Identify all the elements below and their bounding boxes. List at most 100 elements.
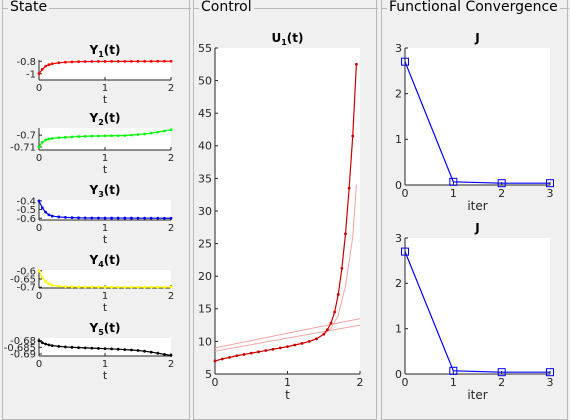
x-tick-label: 0 <box>402 187 409 200</box>
data-point <box>97 216 100 220</box>
data-point <box>40 275 44 279</box>
data-point <box>47 343 51 347</box>
data-point <box>136 133 140 136</box>
data-point <box>103 285 107 289</box>
data-point <box>116 285 120 289</box>
data-point <box>242 353 246 356</box>
y-tick-label: -0.71 <box>10 143 36 154</box>
data-point <box>449 177 458 186</box>
x-tick-label: 0 <box>36 223 42 234</box>
data-point <box>64 215 67 219</box>
data-point <box>130 216 133 220</box>
data-point <box>169 59 173 63</box>
data-point <box>123 59 127 63</box>
data-point <box>44 280 47 283</box>
data-point <box>322 332 326 336</box>
x-tick-label: 2 <box>498 376 505 389</box>
data-point <box>149 216 153 220</box>
x-axis-label: t <box>103 93 108 106</box>
data-point <box>83 134 87 138</box>
data-point <box>143 285 147 289</box>
data-point <box>344 232 347 236</box>
y-tick-label: 40 <box>198 140 212 153</box>
y-tick-label: 1 <box>395 133 402 146</box>
data-point <box>136 216 140 220</box>
data-point <box>50 62 54 66</box>
x-axis-label: t <box>103 369 108 382</box>
data-point <box>213 359 217 363</box>
data-point <box>300 341 304 345</box>
data-point <box>278 346 282 350</box>
data-point <box>143 216 147 220</box>
data-point <box>123 348 127 351</box>
x-tick-label: 0 <box>402 376 409 389</box>
data-point <box>497 179 506 188</box>
data-point <box>103 134 107 138</box>
data-point <box>70 345 74 349</box>
data-point <box>110 59 113 63</box>
x-tick-label: 2 <box>168 153 174 164</box>
convergence-panel-title: Functional Convergence <box>387 0 560 16</box>
data-point <box>77 216 80 220</box>
data-point <box>40 67 44 71</box>
data-point <box>401 57 409 66</box>
data-point <box>50 214 54 218</box>
chart-title: Y1(t) <box>89 43 121 59</box>
y-tick-label: -0.8 <box>16 57 36 68</box>
data-point <box>50 344 54 347</box>
data-point <box>257 350 260 354</box>
data-point <box>130 285 133 289</box>
data-point <box>47 282 51 286</box>
chart-title: Y2(t) <box>89 111 121 127</box>
data-point <box>44 210 47 214</box>
data-point <box>123 285 127 289</box>
x-tick-label: 2 <box>498 187 505 200</box>
data-point <box>116 216 120 220</box>
x-axis-label: t <box>103 233 108 246</box>
x-tick-label: 1 <box>284 376 291 389</box>
chart-title: J <box>474 31 479 45</box>
data-point <box>110 347 113 351</box>
chart-title: J <box>474 221 479 235</box>
data-point <box>70 216 74 220</box>
data-point <box>77 135 80 138</box>
y-tick-label: 50 <box>198 74 212 87</box>
series-line <box>404 61 550 184</box>
data-point <box>110 285 113 289</box>
plot-area <box>405 238 550 374</box>
y-tick-label: -0.5 <box>16 205 36 216</box>
data-point <box>271 347 275 351</box>
x-tick-label: 1 <box>450 187 457 200</box>
data-point <box>315 337 318 341</box>
y-tick-label: 35 <box>198 172 212 185</box>
x-tick-label: 2 <box>168 83 174 94</box>
data-point <box>97 134 100 138</box>
y-tick-label: 2 <box>395 277 402 290</box>
data-point <box>235 354 239 358</box>
data-point <box>103 347 107 351</box>
y-tick-label: 55 <box>198 42 212 55</box>
faint-series-line <box>323 184 357 336</box>
data-point <box>50 283 54 287</box>
data-point <box>37 269 41 273</box>
data-point <box>70 60 74 64</box>
x-tick-label: 2 <box>168 223 174 234</box>
chart-title: U1(t) <box>271 31 303 47</box>
data-point <box>64 60 67 64</box>
y-tick-label: 20 <box>198 270 212 283</box>
plot-area <box>39 270 171 288</box>
plot-area <box>405 48 550 185</box>
y-tick-label: 3 <box>395 42 402 55</box>
data-point <box>37 145 41 149</box>
data-point <box>37 72 41 76</box>
x-axis-label: iter <box>467 199 487 213</box>
chart-title: Y3(t) <box>89 183 121 199</box>
data-point <box>546 368 554 377</box>
x-tick-label: 0 <box>212 376 219 389</box>
data-point <box>130 348 133 352</box>
data-point <box>156 285 160 289</box>
data-point <box>325 328 329 332</box>
data-point <box>83 346 87 350</box>
